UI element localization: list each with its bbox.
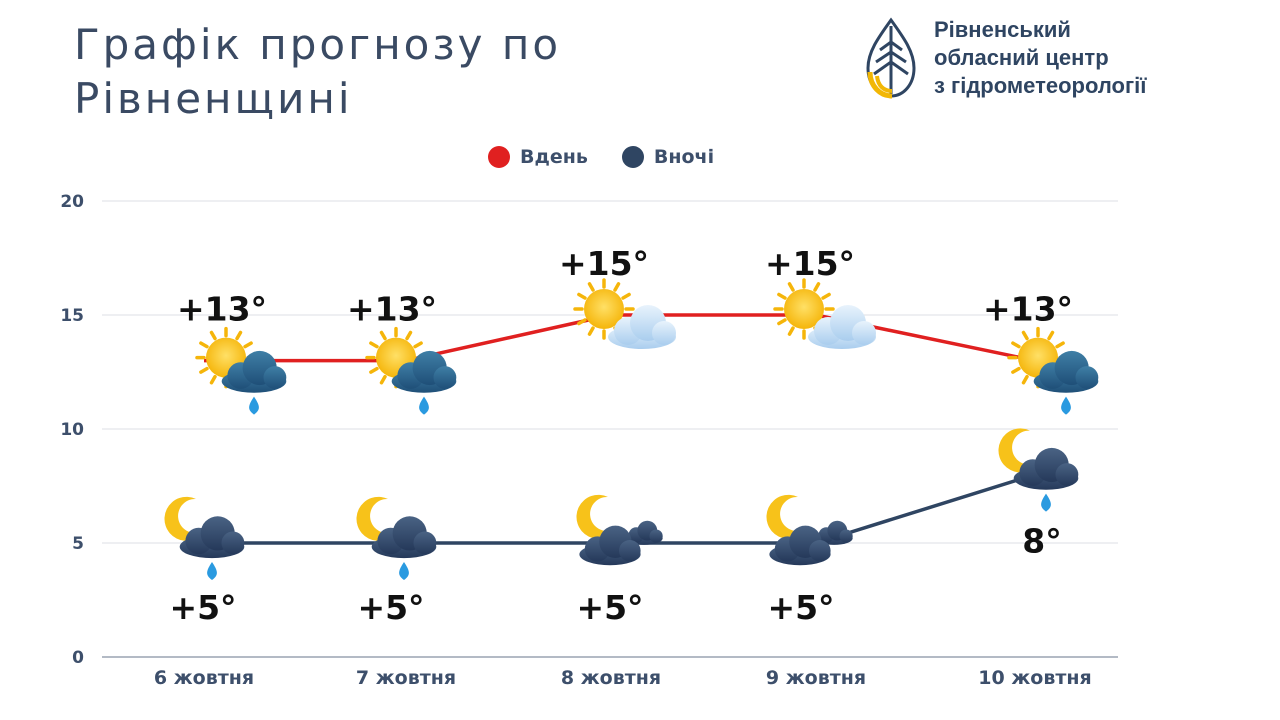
moon-rain-cloud-icon — [356, 496, 437, 580]
sun-rain-cloud-icon — [365, 326, 457, 415]
moon-shape — [164, 496, 206, 541]
sun-rain-cloud-icon — [1007, 326, 1099, 415]
moon-rain-cloud-icon — [998, 428, 1079, 512]
y-tick-label: 0 — [72, 648, 84, 668]
legend-label-day: Вдень — [520, 146, 588, 168]
night-temperature-label: 8° — [1022, 522, 1061, 561]
night-temperature-label: +5° — [169, 588, 236, 627]
moon-shape — [766, 494, 808, 539]
cloud-shape — [808, 305, 876, 349]
cloud-shape — [769, 525, 831, 566]
moon-shape — [998, 428, 1040, 473]
x-tick-label: 6 жовтня — [154, 667, 254, 689]
moon-cloud-icon — [576, 494, 663, 566]
rain-drop-shape — [1041, 493, 1051, 512]
x-tick-label: 9 жовтня — [766, 667, 866, 689]
night-temperature-label: +5° — [767, 588, 834, 627]
rain-drop-shape — [419, 396, 429, 415]
cloud-shape — [1013, 447, 1079, 490]
legend-item-day: Вдень — [488, 146, 588, 168]
sun-rain-cloud-icon — [195, 326, 287, 415]
y-tick-label: 15 — [60, 306, 84, 326]
page-title: Графік прогнозу по Рівненщині — [74, 20, 562, 123]
day-temperature-label: +15° — [559, 244, 649, 283]
cloud-shape — [179, 516, 245, 559]
sun-cloud-icon — [773, 278, 876, 349]
y-tick-label: 10 — [60, 420, 84, 440]
legend-swatch-night — [621, 146, 644, 168]
organization-name: Рівненський обласний центр з гідрометеор… — [934, 16, 1234, 100]
cloud-shape — [391, 350, 457, 393]
y-tick-label: 5 — [72, 534, 84, 554]
x-tick-label: 7 жовтня — [356, 667, 456, 689]
water-drop-leaf-icon — [866, 17, 916, 99]
organization-name-line: обласний центр — [934, 45, 1109, 70]
cloud-shape — [221, 350, 287, 393]
data-labels: +13° +13° +15° +15° +13° +5° +5° +5° +5° 8° — [169, 244, 1073, 627]
rain-drop-shape — [207, 562, 217, 580]
cloud-shape — [1033, 350, 1099, 393]
cloud-shape — [608, 305, 676, 349]
moon-shape — [576, 494, 618, 539]
moon-cloud-icon — [766, 494, 853, 566]
rain-drop-shape — [399, 562, 409, 580]
sun-shape — [773, 278, 835, 340]
cloud-shape — [625, 520, 663, 545]
legend-label-night: Вночі — [653, 146, 715, 168]
y-tick-label: 20 — [60, 192, 84, 212]
cloud-shape — [371, 516, 437, 559]
organization-logo-block: Рівненський обласний центр з гідрометеор… — [864, 16, 1234, 100]
x-tick-label: 10 жовтня — [978, 667, 1091, 689]
night-temperature-label: +5° — [357, 588, 424, 627]
organization-name-line: з гідрометеорології — [934, 73, 1147, 98]
day-temperature-label: +15° — [765, 244, 855, 283]
organization-name-line: Рівненський — [934, 17, 1071, 42]
sun-cloud-icon — [573, 278, 676, 349]
moon-rain-cloud-icon — [164, 496, 245, 580]
moon-shape — [356, 496, 398, 541]
weather-icons — [164, 278, 1099, 580]
legend-item-night: Вночі — [621, 146, 715, 168]
day-temperature-label: +13° — [177, 290, 267, 329]
night-temperature-label: +5° — [576, 588, 643, 627]
rain-drop-shape — [1061, 396, 1071, 415]
x-tick-label: 8 жовтня — [561, 667, 661, 689]
cloud-shape — [579, 525, 641, 566]
rain-drop-shape — [249, 396, 259, 415]
chart-legend: Вдень Вночі — [488, 146, 748, 168]
legend-swatch-day — [488, 146, 510, 168]
day-temperature-label: +13° — [983, 290, 1073, 329]
day-temperature-label: +13° — [347, 290, 437, 329]
